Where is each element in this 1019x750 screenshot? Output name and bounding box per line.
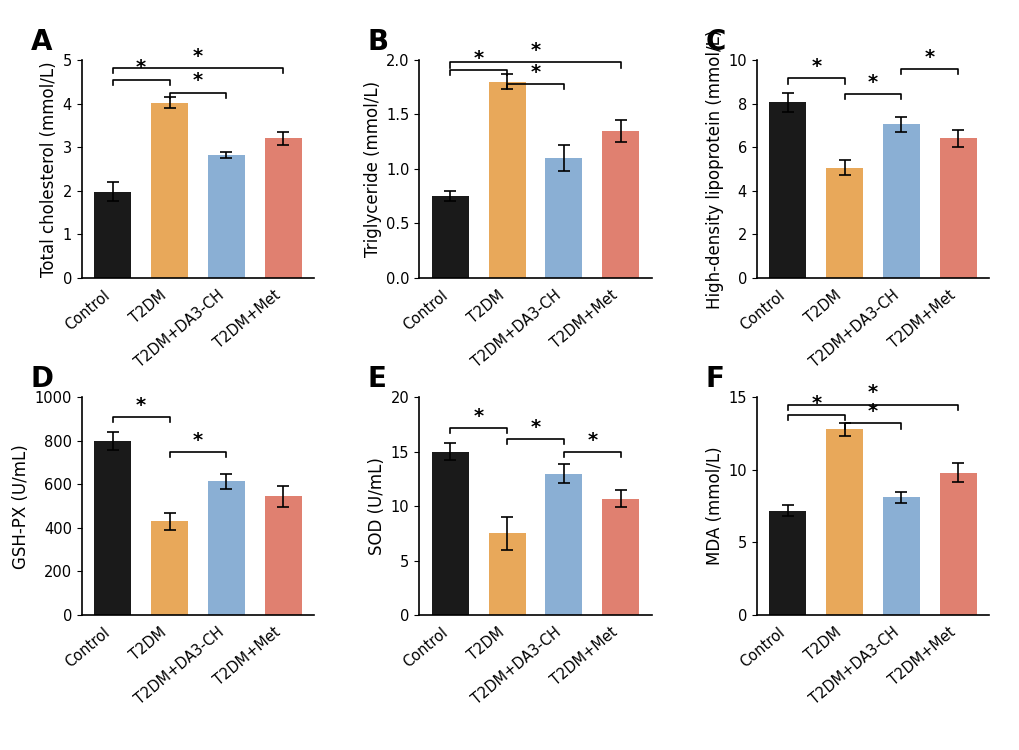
Bar <box>825 429 862 615</box>
Bar <box>601 499 639 615</box>
Bar <box>938 138 975 278</box>
Bar <box>768 103 805 278</box>
Text: *: * <box>810 394 820 412</box>
Text: *: * <box>810 57 820 76</box>
Bar <box>882 124 919 278</box>
Text: *: * <box>867 402 877 422</box>
Bar <box>825 168 862 278</box>
Text: D: D <box>31 365 53 393</box>
Bar <box>151 521 187 615</box>
Bar <box>95 192 131 278</box>
Text: C: C <box>705 28 726 56</box>
Text: B: B <box>368 28 388 56</box>
Text: *: * <box>530 63 540 82</box>
Bar <box>545 473 582 615</box>
Text: F: F <box>705 365 723 393</box>
Bar <box>431 452 469 615</box>
Bar <box>265 496 302 615</box>
Y-axis label: SOD (U/mL): SOD (U/mL) <box>368 458 386 555</box>
Text: *: * <box>473 406 483 426</box>
Y-axis label: MDA (mmol/L): MDA (mmol/L) <box>705 447 723 566</box>
Text: A: A <box>31 28 52 56</box>
Text: *: * <box>867 383 877 403</box>
Text: *: * <box>924 47 934 67</box>
Text: *: * <box>530 41 540 60</box>
Bar <box>488 533 525 615</box>
Bar <box>488 82 525 278</box>
Text: *: * <box>867 73 877 92</box>
Text: *: * <box>193 430 203 449</box>
Text: *: * <box>587 430 597 449</box>
Bar <box>95 441 131 615</box>
Text: E: E <box>368 365 386 393</box>
Bar <box>151 103 187 278</box>
Y-axis label: GSH-PX (U/mL): GSH-PX (U/mL) <box>12 444 31 568</box>
Bar <box>208 482 245 615</box>
Bar <box>882 497 919 615</box>
Bar <box>768 511 805 615</box>
Text: *: * <box>193 71 203 91</box>
Bar <box>431 196 469 278</box>
Text: *: * <box>530 418 540 436</box>
Y-axis label: Triglyceride (mmol/L): Triglyceride (mmol/L) <box>364 81 381 257</box>
Bar <box>265 138 302 278</box>
Text: *: * <box>136 396 146 415</box>
Text: *: * <box>473 49 483 68</box>
Y-axis label: Total cholesterol (mmol/L): Total cholesterol (mmol/L) <box>41 61 58 277</box>
Bar <box>938 472 975 615</box>
Text: *: * <box>193 46 203 66</box>
Bar <box>601 130 639 278</box>
Bar <box>208 155 245 278</box>
Bar <box>545 158 582 278</box>
Text: *: * <box>136 58 146 77</box>
Y-axis label: High-density lipoprotein (mmol/L): High-density lipoprotein (mmol/L) <box>705 29 723 308</box>
